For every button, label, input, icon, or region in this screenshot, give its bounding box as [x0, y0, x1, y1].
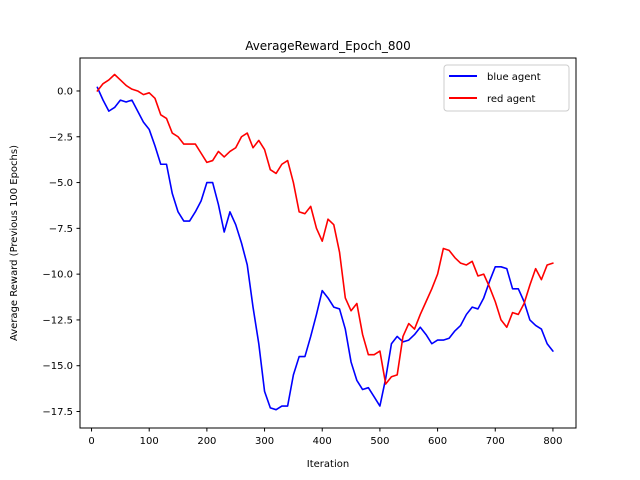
x-tick-label-0: 0 — [88, 436, 94, 447]
y-tick-label-7: −17.5 — [42, 407, 73, 418]
plot-frame — [79, 57, 577, 429]
x-tick-label-500: 500 — [370, 436, 389, 447]
y-tick-label-5: −12.5 — [42, 315, 73, 326]
legend-label-blue-agent: blue agent — [487, 72, 541, 83]
y-tick-label-3: −7.5 — [49, 224, 73, 235]
series-line-red-agent — [96, 73, 554, 385]
x-axis-label: Iteration — [307, 459, 349, 470]
x-tick-label-300: 300 — [255, 436, 274, 447]
legend: blue agent red agent — [443, 64, 570, 112]
x-tick-label-800: 800 — [543, 436, 562, 447]
legend-label-red-agent: red agent — [487, 94, 536, 105]
y-tick-label-0: 0.0 — [57, 86, 73, 97]
x-axis: 0 100 200 300 400 500 600 700 800 — [88, 428, 562, 447]
series-line-blue-agent — [96, 86, 554, 411]
x-tick-label-700: 700 — [486, 436, 505, 447]
x-tick-label-100: 100 — [140, 436, 159, 447]
y-tick-label-6: −15.0 — [42, 361, 73, 372]
y-tick-label-4: −10.0 — [42, 270, 73, 281]
x-tick-label-200: 200 — [197, 436, 216, 447]
y-axis-label: Average Reward (Previous 100 Epochs) — [9, 145, 20, 341]
y-axis: 0.0 −2.5 −5.0 −7.5 −10.0 −12.5 −15.0 −17.5 — [42, 86, 80, 418]
y-tick-label-1: −2.5 — [49, 132, 73, 143]
series-lines — [96, 73, 554, 411]
x-tick-label-600: 600 — [428, 436, 447, 447]
chart-title: AverageReward_Epoch_800 — [245, 39, 411, 53]
y-tick-label-2: −5.0 — [49, 178, 73, 189]
x-tick-label-400: 400 — [313, 436, 332, 447]
